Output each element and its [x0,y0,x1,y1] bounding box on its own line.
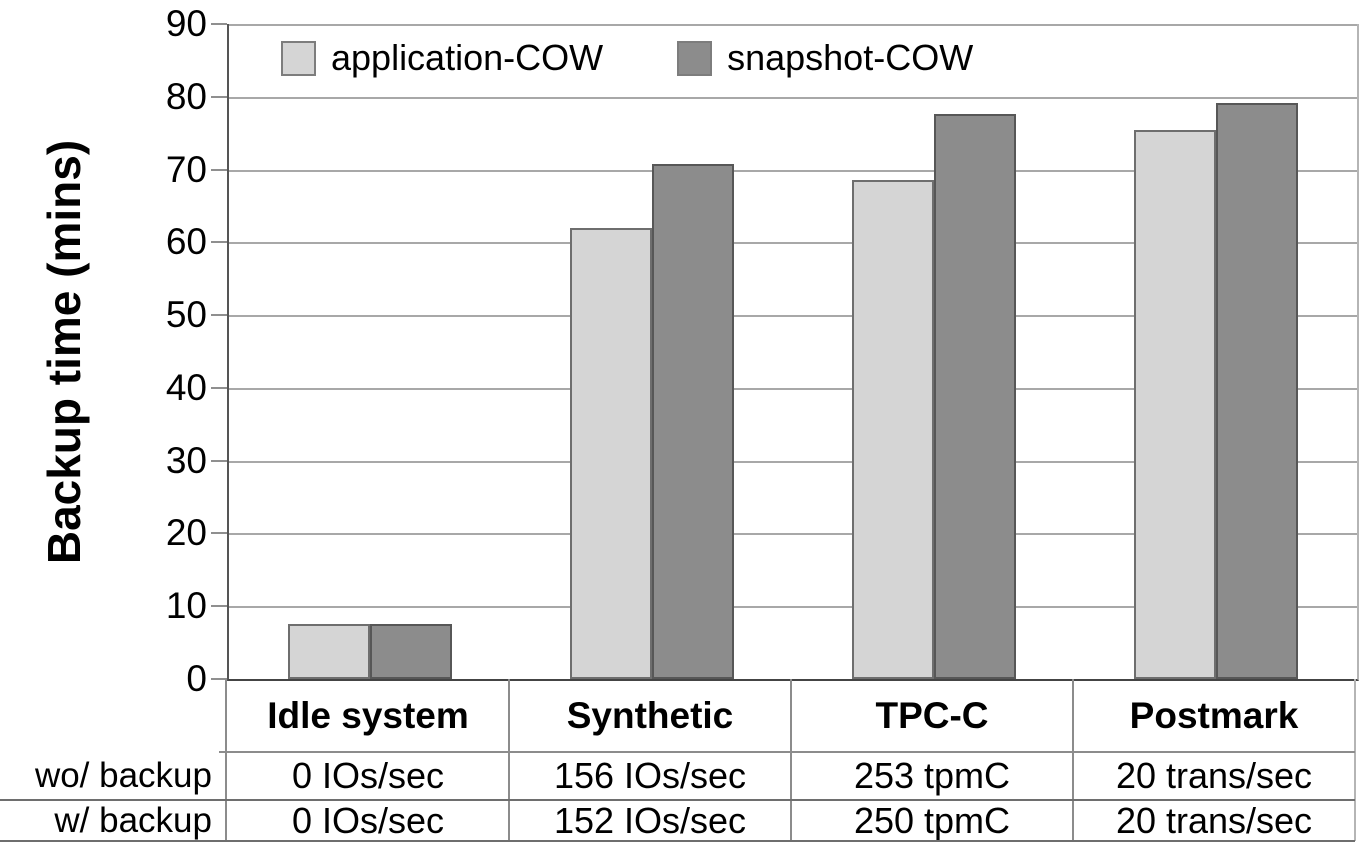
table-cell-r0-c0: 0 IOs/sec [291,755,445,796]
y-tick-mark-70 [211,168,227,171]
table-cell-r1-c2: 250 tpmC [853,799,1011,841]
table-row-label-0: wo/ backup [34,756,212,795]
table-cell-r0-c3: 20 trans/sec [1115,755,1313,796]
gridline-70 [229,169,1357,172]
legend-swatch-snapshot-COW [677,40,713,76]
y-tick-mark-80 [211,95,227,98]
bar-application-COW-postmark [1134,130,1216,679]
bar-snapshot-COW-idle-system [370,624,452,679]
y-tick-label-90: 90 [165,3,207,44]
legend-label-application-COW: application-COW [331,37,604,78]
y-tick-label-20: 20 [165,512,207,554]
y-tick-mark-30 [211,459,227,462]
gridline-20 [229,533,1357,536]
table-vline-2 [790,679,792,841]
bar-snapshot-COW-postmark [1216,103,1298,679]
table-vline-0 [225,679,227,841]
table-header-idle-system: Idle system [267,694,469,736]
table-header-postmark: Postmark [1129,694,1299,736]
y-tick-mark-40 [211,386,227,389]
workload-table: Idle system Synthetic TPC-C Postmark wo/ bac… [0,679,1360,845]
table-cell-r1-c3: 20 trans/sec [1115,799,1313,841]
bar-application-COW-synthetic [570,227,652,679]
table-cell-r1-c0: 0 IOs/sec [291,799,445,841]
table-cell-r1-c1: 152 IOs/sec [553,799,747,841]
legend-item-snapshot-COW: snapshot-COW [677,40,973,76]
legend-label-snapshot-COW: snapshot-COW [727,37,974,78]
table-cell-r0-c1: 156 IOs/sec [553,755,747,796]
y-tick-mark-20 [211,532,227,535]
y-tick-mark-50 [211,314,227,317]
gridline-60 [229,242,1357,245]
gridline-80 [229,96,1357,99]
gridline-50 [229,315,1357,318]
bar-application-COW-tpc-c [852,180,934,679]
y-tick-mark-0 [211,678,227,680]
y-tick-label-70: 70 [165,148,207,190]
bar-application-COW-idle-system [288,624,370,679]
y-tick-mark-90 [211,23,227,25]
gridline-10 [229,606,1357,609]
table-cell-r0-c2: 253 tpmC [853,755,1011,796]
gridline-30 [229,460,1357,463]
gridline-40 [229,387,1357,390]
y-tick-mark-10 [211,605,227,608]
y-axis-title-text: Backup time (mins) [38,139,90,564]
bar-snapshot-COW-tpc-c [934,113,1016,679]
y-axis-title: Backup time (mins) [18,24,110,679]
gridline-90 [229,24,1357,26]
table-hline-header [219,751,1355,753]
y-tick-label-80: 80 [165,75,207,117]
y-tick-label-0: 0 [186,658,207,699]
table-row-label-1: w/ backup [54,800,212,840]
y-tick-label-50: 50 [165,294,207,336]
table-vline-3 [1072,679,1074,841]
legend-swatch-application-COW [281,40,316,76]
table-header-synthetic: Synthetic [566,694,734,736]
legend: application-COW snapshot-COW [281,40,973,76]
table-hline-bottom [0,840,1355,842]
table-header-tpc-c: TPC-C [875,694,989,736]
table-hline-mid [0,799,1355,801]
plot-area: application-COW snapshot-COW [227,24,1359,681]
bar-snapshot-COW-synthetic [652,164,734,679]
y-tick-label-30: 30 [165,439,207,481]
y-tick-label-60: 60 [165,221,207,263]
table-vline-1 [508,679,510,841]
y-tick-label-10: 10 [165,585,207,627]
y-tick-label-40: 40 [165,366,207,408]
legend-item-application-COW: application-COW [281,40,603,76]
y-tick-mark-60 [211,241,227,244]
table-vline-4 [1354,679,1356,841]
